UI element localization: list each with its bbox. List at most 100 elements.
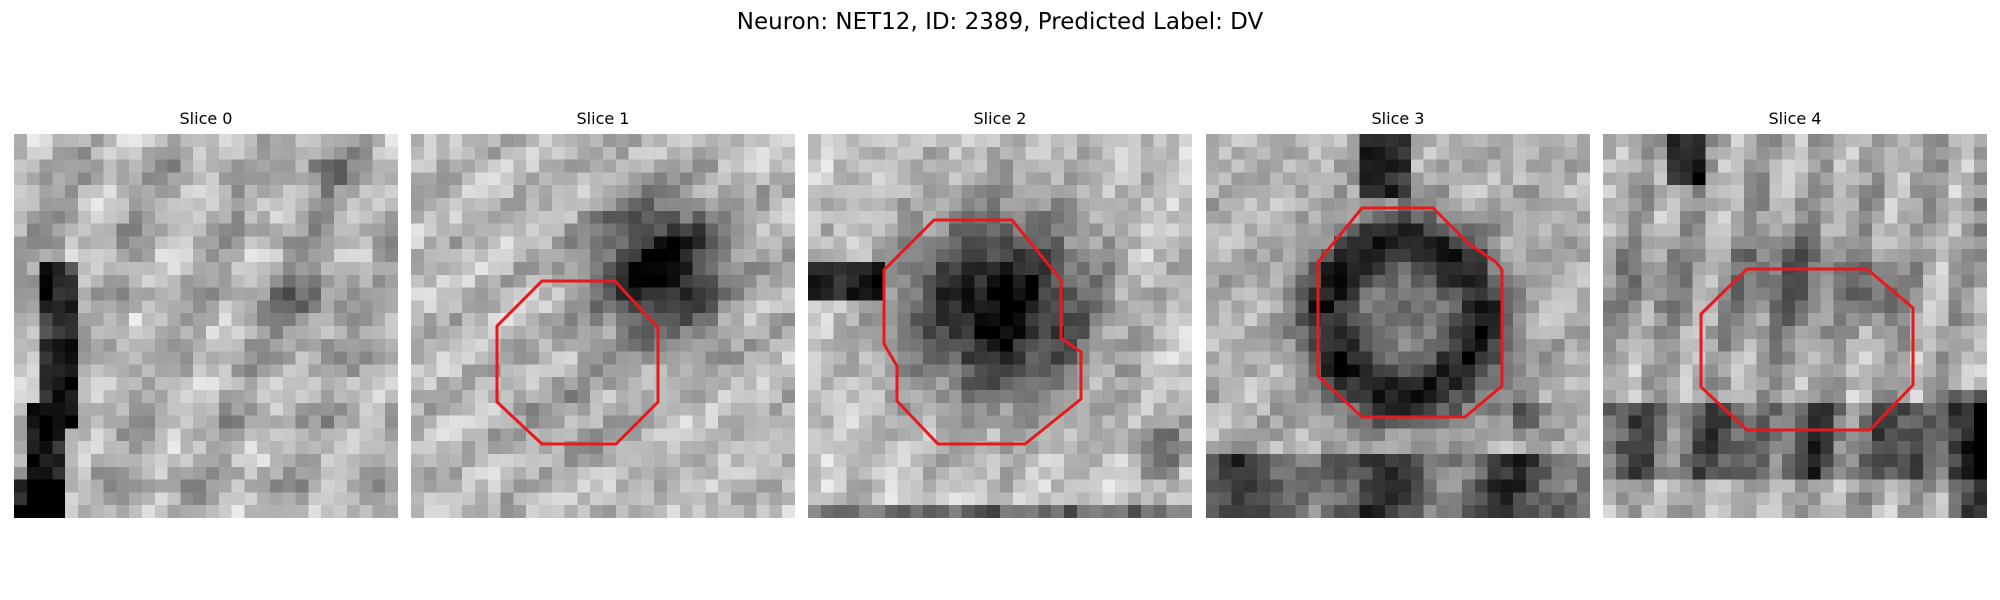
pixel-cell [679,415,694,429]
pixel-cell [1846,492,1860,506]
pixel-cell [1140,479,1155,493]
pixel-cell [705,198,719,212]
pixel-cell [1897,223,1911,237]
pixel-cell [270,492,284,506]
pixel-cell [1423,210,1437,225]
pixel-cell [334,364,348,378]
pixel-cell [103,300,117,314]
pixel-cell [90,351,105,365]
pixel-cell [718,249,732,263]
pixel-cell [539,364,553,378]
pixel-cell [1769,159,1783,173]
pixel-cell [90,223,105,237]
pixel-cell [180,223,194,237]
pixel-cell [526,262,540,276]
pixel-cell [1282,505,1297,518]
pixel-cell [154,402,169,417]
pixel-cell [1577,287,1590,301]
pixel-cell [1346,492,1361,506]
pixel-cell [1538,210,1553,225]
pixel-cell [65,364,79,378]
pixel-cell [1321,415,1335,429]
pixel-cell [1474,351,1489,365]
pixel-cell [718,402,732,417]
pixel-cell [244,313,258,327]
pixel-cell [1628,274,1642,289]
pixel-cell [1166,159,1180,173]
pixel-cell [1731,479,1745,493]
pixel-cell [1385,313,1399,327]
pixel-cell [1756,159,1770,173]
pixel-cell [1244,338,1258,353]
pixel-cell [1974,466,1987,481]
pixel-cell [731,313,745,327]
pixel-cell [1179,466,1192,481]
pixel-cell [321,185,335,199]
pixel-cell [1577,185,1590,199]
pixel-cell [1206,223,1220,237]
pixel-cell [154,198,169,212]
pixel-cell [231,415,245,429]
pixel-cell [1064,326,1078,340]
pixel-cell [1334,198,1348,212]
pixel-cell [1756,300,1770,314]
pixel-cell [1166,210,1180,225]
pixel-cell [1012,351,1027,365]
pixel-cell [987,326,1001,340]
pixel-cell [1743,479,1758,493]
pixel-cell [1923,185,1937,199]
pixel-cell [1051,313,1065,327]
pixel-cell [411,249,425,263]
pixel-cell [1231,415,1245,429]
pixel-cell [1000,134,1014,148]
pixel-cell [78,326,92,340]
pixel-cell [1654,223,1668,237]
pixel-cell [705,146,719,161]
pixel-cell [1449,402,1463,417]
pixel-cell [1038,172,1052,186]
pixel-cell [1884,300,1898,314]
pixel-cell [334,415,348,429]
pixel-cell [1961,441,1975,455]
pixel-cell [1179,313,1192,327]
pixel-cell [1025,262,1039,276]
pixel-cell [1961,428,1975,442]
pixel-cell [411,262,425,276]
pixel-cell [1487,454,1501,468]
pixel-cell [1974,338,1987,353]
pixel-cell [1270,274,1284,289]
pixel-cell [1731,210,1745,225]
pixel-cell [1346,377,1361,391]
pixel-cell [872,479,886,493]
pixel-cell [90,428,105,442]
pixel-cell [90,441,105,455]
pixel-cell [1846,210,1860,225]
pixel-cell [257,287,271,301]
pixel-cell [1359,262,1373,276]
pixel-cell [705,249,719,263]
pixel-cell [78,300,92,314]
pixel-cell [26,364,41,378]
pixel-cell [1398,351,1412,365]
pixel-cell [1282,492,1297,506]
pixel-cell [1321,351,1335,365]
pixel-cell [1153,402,1167,417]
pixel-cell [436,223,450,237]
pixel-cell [193,274,207,289]
pixel-cell [1500,210,1514,225]
pixel-cell [1871,210,1886,225]
pixel-cell [641,210,655,225]
pixel-cell [1410,274,1425,289]
pixel-cell [756,134,770,148]
pixel-cell [513,364,527,378]
pixel-cell [1615,300,1630,314]
pixel-cell [692,364,706,378]
pixel-cell [718,377,732,391]
pixel-cell [423,505,438,518]
pixel-cell [1833,338,1847,353]
pixel-cell [1270,313,1284,327]
pixel-cell [1833,492,1847,506]
pixel-cell [78,313,92,327]
pixel-cell [1372,313,1386,327]
pixel-cell [1948,185,1962,199]
